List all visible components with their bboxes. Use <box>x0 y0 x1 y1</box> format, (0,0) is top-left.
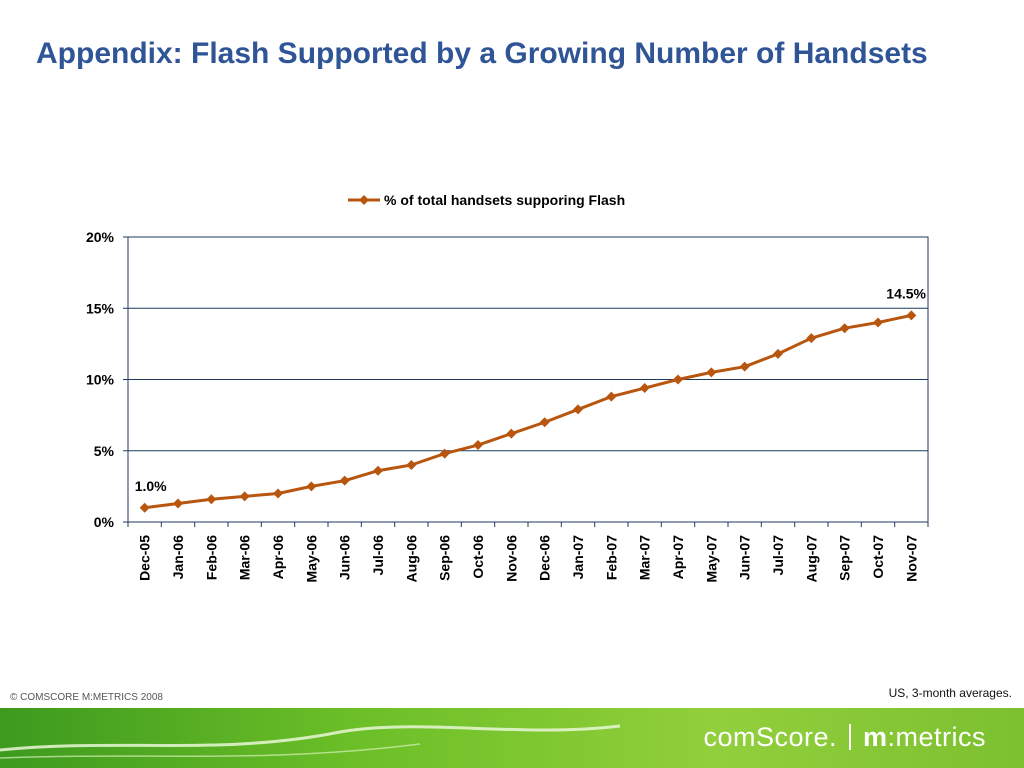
data-point <box>739 361 750 372</box>
banner-swoosh <box>0 724 621 759</box>
brand-m: m <box>862 722 888 752</box>
x-tick-label: Nov-07 <box>903 535 919 582</box>
data-point <box>806 333 817 344</box>
y-tick-label: 0% <box>94 514 115 530</box>
x-tick-label: May-06 <box>303 535 319 583</box>
data-point <box>773 348 783 359</box>
brand-metrics: :metrics <box>887 722 986 752</box>
data-point <box>706 367 717 378</box>
data-point <box>639 383 650 394</box>
x-tick-label: May-07 <box>703 535 719 583</box>
x-tick-label: Feb-07 <box>603 535 619 580</box>
y-tick-label: 10% <box>86 372 115 388</box>
data-point <box>839 323 850 334</box>
data-point <box>406 460 417 470</box>
data-point <box>873 317 883 328</box>
data-point <box>473 440 483 451</box>
x-tick-label: Jan-06 <box>170 535 186 580</box>
x-tick-label: Jul-06 <box>370 535 386 576</box>
legend-label: % of total handsets supporing Flash <box>384 192 625 208</box>
brand-separator <box>848 724 851 750</box>
data-point <box>306 481 317 492</box>
data-point <box>173 498 183 509</box>
line-chart: 0% 5% 10% 15% 20% Dec-05 Jan-06 Feb-06 Mar-06 Apr… <box>86 192 929 583</box>
data-point <box>339 475 350 486</box>
x-tick-label: Mar-07 <box>637 535 653 580</box>
x-tick-label: Apr-06 <box>270 535 286 580</box>
data-point <box>239 491 250 502</box>
x-tick-label: Aug-07 <box>803 535 819 583</box>
x-tick-label: Jan-07 <box>570 535 586 580</box>
data-label: 1.0% <box>135 478 167 494</box>
series-line <box>144 313 912 510</box>
data-point <box>673 374 683 385</box>
x-tick-label: Apr-07 <box>670 535 686 580</box>
data-point <box>373 465 383 476</box>
footnote-text: US, 3-month averages. <box>888 686 1012 700</box>
x-tick-label: Jul-07 <box>770 535 786 576</box>
x-tick-label: Jun-07 <box>737 535 753 580</box>
x-tick-label: Feb-06 <box>203 535 219 580</box>
brand-logo: comScore. m:metrics <box>703 722 986 753</box>
copyright-text: © COMSCORE M:METRICS 2008 <box>10 692 163 703</box>
legend-marker <box>359 195 369 205</box>
data-point <box>439 448 450 459</box>
y-tick-label: 15% <box>86 300 115 316</box>
x-tick-label: Jun-06 <box>337 535 353 580</box>
data-label: 14.5% <box>886 285 926 301</box>
x-tick-label: Nov-06 <box>503 535 519 582</box>
brand-comscore: comScore. <box>703 722 837 752</box>
data-point <box>539 417 550 428</box>
x-tick-label: Dec-05 <box>137 535 153 581</box>
y-tick-label: 5% <box>94 443 115 459</box>
data-point <box>273 488 283 499</box>
data-point <box>206 494 217 505</box>
x-tick-label: Mar-06 <box>237 535 253 580</box>
x-tick-label: Oct-07 <box>870 535 886 579</box>
data-point <box>139 502 150 513</box>
x-tick-label: Sep-06 <box>437 535 453 581</box>
data-point <box>506 428 517 439</box>
x-tick-label: Oct-06 <box>470 535 486 579</box>
x-tick-label: Dec-06 <box>537 535 553 581</box>
data-point <box>606 391 617 402</box>
slide-title: Appendix: Flash Supported by a Growing N… <box>36 37 928 70</box>
x-tick-label: Sep-07 <box>837 535 853 581</box>
footer-banner: comScore. m:metrics <box>0 708 1024 768</box>
x-tick-label: Aug-06 <box>403 535 419 583</box>
data-point <box>573 404 583 415</box>
y-tick-label: 20% <box>86 229 115 245</box>
data-point <box>906 310 917 321</box>
